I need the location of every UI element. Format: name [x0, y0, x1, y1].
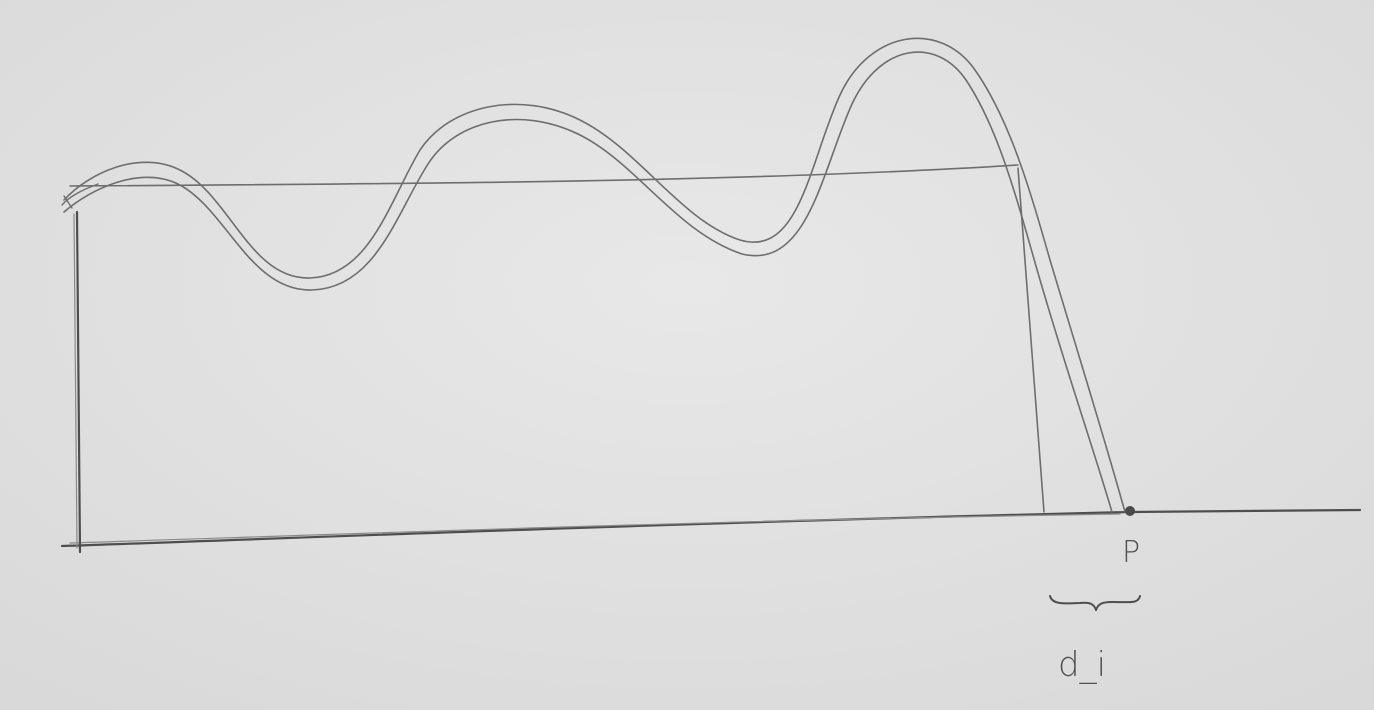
distance-label: d_i [1058, 645, 1106, 685]
rectangle-right-vertical [1017, 167, 1045, 513]
ground-line [60, 508, 1362, 548]
ground-line-retrace [69, 513, 1121, 544]
wave-profile-outer [63, 37, 1126, 513]
rectangle-left-edge [75, 210, 82, 554]
rectangle-left-edge-retrace [73, 213, 78, 549]
wave-profile-inner [63, 51, 1113, 513]
point-p-marker [1125, 506, 1135, 516]
point-p-label: P [1122, 535, 1140, 570]
distance-brace [1049, 595, 1141, 611]
wave-start-curl [61, 183, 99, 209]
rectangle-top-edge [69, 164, 1019, 187]
